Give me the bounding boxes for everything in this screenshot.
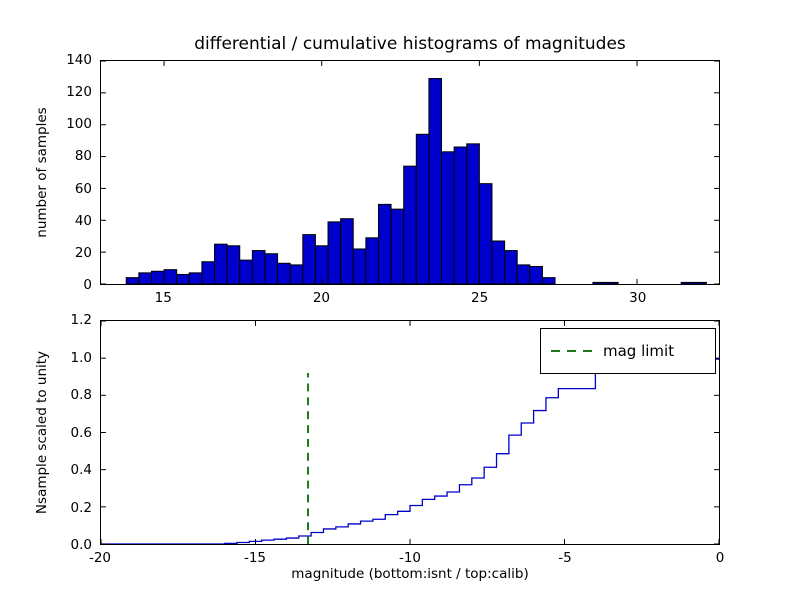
- axes-cumulative-histogram: [100, 320, 720, 545]
- x-tick-bottom--5: -5: [558, 550, 572, 566]
- mag-limit-line-swatch-icon: [551, 350, 593, 352]
- y-tick-bottom-0: 0.0: [70, 537, 92, 553]
- histogram-bar: [415, 133, 430, 284]
- x-tick-top-30: 30: [629, 290, 647, 306]
- histogram-bar: [289, 264, 304, 284]
- cumulative-curve: [101, 358, 719, 544]
- y-tick-top-60: 60: [74, 180, 92, 197]
- y-tick-top-80: 80: [74, 148, 92, 165]
- y-tick-bottom-0.8: 0.8: [70, 387, 92, 403]
- y-tick-top-120: 120: [66, 84, 92, 101]
- histogram-bar: [428, 78, 443, 284]
- histogram-bar: [201, 261, 216, 284]
- legend-label-mag-limit: mag limit: [603, 342, 675, 360]
- y-tick-top-40: 40: [74, 212, 92, 229]
- legend: mag limit: [540, 328, 716, 374]
- histogram-bar: [529, 265, 543, 284]
- histogram-bar: [478, 183, 493, 284]
- histogram-bar: [226, 245, 241, 284]
- histogram-bar: [541, 277, 556, 284]
- x-axis-label-bottom: magnitude (bottom:isnt / top:calib): [291, 566, 529, 582]
- y-tick-top-0: 0: [83, 277, 92, 293]
- histogram-bar: [176, 273, 190, 284]
- histogram-bar: [377, 203, 392, 284]
- x-tick-top-25: 25: [470, 290, 489, 306]
- y-tick-bottom-1.2: 1.2: [70, 312, 92, 328]
- histogram-bar: [277, 262, 291, 284]
- histogram-bar: [693, 281, 707, 284]
- histogram-bar: [504, 250, 518, 284]
- histogram-bar: [163, 269, 178, 284]
- figure-title: differential / cumulative histograms of …: [194, 34, 626, 54]
- histogram-bar: [403, 165, 417, 284]
- histogram-bar: [466, 143, 480, 284]
- histogram-bar: [150, 270, 165, 284]
- histogram-bar: [340, 218, 354, 284]
- cumulative-histogram-plot: [101, 321, 719, 544]
- x-tick-bottom--15: -15: [243, 550, 267, 566]
- y-tick-bottom-0.4: 0.4: [70, 462, 92, 478]
- histogram-bar: [365, 237, 379, 284]
- histogram-bar: [390, 208, 405, 284]
- histogram-bar: [214, 243, 228, 284]
- x-tick-top-20: 20: [312, 290, 331, 306]
- histogram-bar: [138, 272, 152, 284]
- y-tick-top-20: 20: [74, 244, 92, 261]
- y-tick-bottom-0.2: 0.2: [70, 499, 92, 516]
- y-tick-top-100: 100: [66, 116, 92, 133]
- histogram-bar: [125, 277, 140, 284]
- y-tick-top-140: 140: [66, 52, 92, 68]
- histogram-bar: [453, 146, 468, 284]
- histogram-bar: [592, 281, 606, 284]
- axes-differential-histogram: [100, 60, 720, 285]
- histogram-bar: [604, 281, 619, 284]
- histogram-bar: [680, 281, 695, 284]
- histogram-bar: [491, 240, 506, 284]
- histogram-bar: [516, 264, 531, 284]
- histogram-bar: [251, 250, 266, 284]
- histogram-bar: [352, 248, 367, 284]
- histogram-bar: [239, 259, 253, 284]
- histogram-bar: [441, 151, 455, 284]
- y-tick-bottom-0.6: 0.6: [70, 424, 92, 441]
- x-tick-top-15: 15: [154, 290, 172, 306]
- x-tick-bottom--20: -20: [88, 550, 112, 566]
- histogram-bar: [327, 221, 342, 284]
- x-tick-bottom-0: 0: [715, 550, 725, 566]
- histogram-bar: [264, 253, 279, 284]
- y-tick-bottom-1: 1.0: [70, 349, 92, 366]
- histogram-bar: [188, 272, 203, 284]
- differential-histogram-plot: [101, 61, 719, 284]
- histogram-bar: [314, 245, 329, 284]
- histogram-bar: [302, 234, 316, 284]
- x-tick-bottom--10: -10: [398, 550, 422, 566]
